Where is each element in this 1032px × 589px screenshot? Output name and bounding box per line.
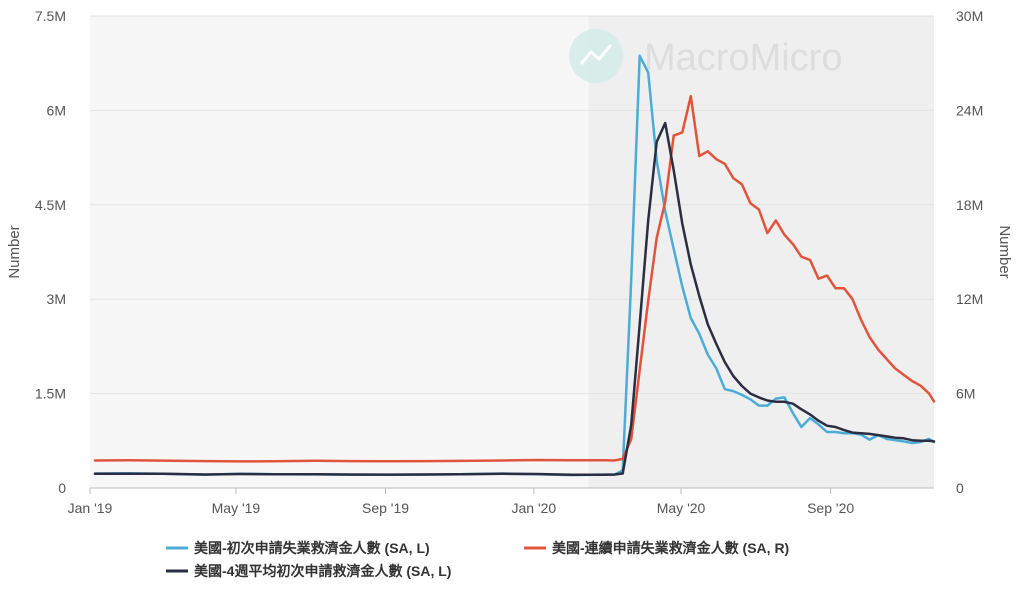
y-right-tick-label: 0 xyxy=(956,480,964,496)
series-layer xyxy=(93,54,936,477)
y-right-tick-label: 18M xyxy=(956,197,983,213)
y-left-tick-label: 6M xyxy=(47,102,66,118)
series-line-2 xyxy=(93,94,936,463)
watermark-logo-stroke xyxy=(579,44,613,65)
legend: 美國-初次申請失業救濟金人數 (SA, L) 美國-連續申請失業救濟金人數 (SA… xyxy=(166,540,789,579)
y-left-tick-label: 0 xyxy=(58,480,66,496)
watermark-text: MacroMicro xyxy=(644,37,842,79)
y-right-axis-title: Number xyxy=(996,225,1013,278)
y-right-axis-ticks: 0 6M 12M 18M 24M 30M xyxy=(956,8,983,496)
y-right-tick-label: 12M xyxy=(956,291,983,307)
y-left-axis-title: Number xyxy=(6,225,23,278)
y-left-tick-label: 4.5M xyxy=(35,197,66,213)
legend-label-1: 美國-初次申請失業救濟金人數 (SA, L) xyxy=(194,540,430,556)
x-tick-label: Jan '19 xyxy=(68,500,113,516)
y-left-axis-ticks: 0 1.5M 3M 4.5M 6M 7.5M xyxy=(35,8,66,496)
x-tick-label: May '19 xyxy=(212,500,261,516)
legend-label-2: 美國-連續申請失業救濟金人數 (SA, R) xyxy=(552,540,789,556)
x-axis-ticks: Jan '19 May '19 Sep '19 Jan '20 May '20 Sep '… xyxy=(68,488,854,516)
gridlines xyxy=(90,15,934,395)
y-left-tick-label: 7.5M xyxy=(35,8,66,24)
legend-label-3: 美國-4週平均初次申請救濟金人數 (SA, L) xyxy=(194,563,451,579)
y-right-tick-label: 30M xyxy=(956,8,983,24)
y-left-tick-label: 3M xyxy=(47,291,66,307)
y-left-tick-label: 1.5M xyxy=(35,386,66,402)
watermark: MacroMicro xyxy=(569,29,842,83)
y-right-tick-label: 24M xyxy=(956,102,983,118)
recession-band xyxy=(588,16,934,488)
series-line-3 xyxy=(93,121,936,477)
x-tick-label: Jan '20 xyxy=(512,500,557,516)
x-tick-label: Sep '19 xyxy=(362,500,409,516)
x-tick-label: Sep '20 xyxy=(807,500,854,516)
y-right-tick-label: 6M xyxy=(956,386,975,402)
x-tick-label: May '20 xyxy=(657,500,706,516)
